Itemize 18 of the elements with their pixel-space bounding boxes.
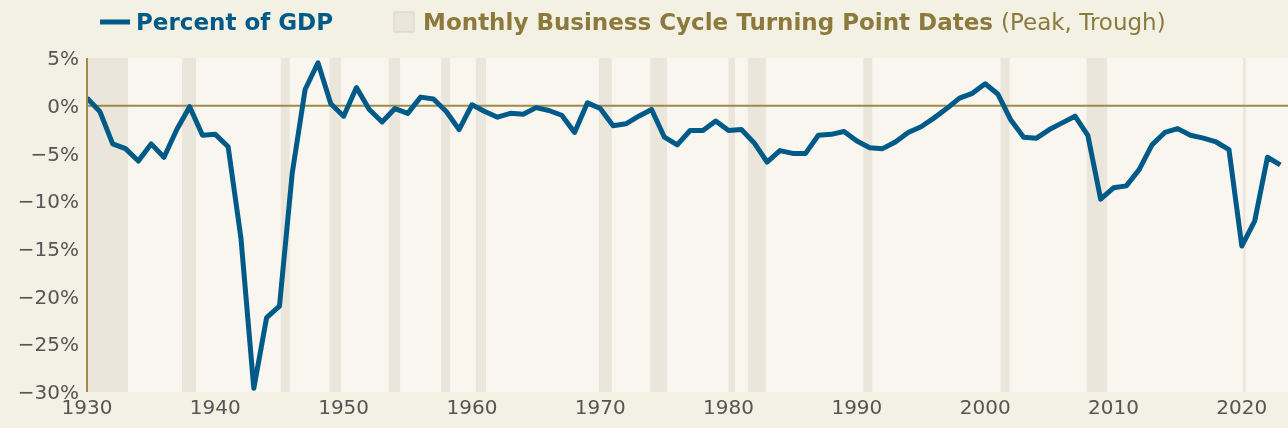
y-tick-label: −5% bbox=[30, 141, 79, 166]
x-tick-label: 1990 bbox=[831, 395, 883, 420]
x-tick-label: 1960 bbox=[446, 395, 498, 420]
x-tick-label: 2000 bbox=[959, 395, 1011, 420]
y-tick-label: −25% bbox=[17, 332, 79, 357]
y-tick-label: −20% bbox=[17, 284, 79, 309]
y-tick-label: 5% bbox=[47, 46, 79, 71]
legend-label: Monthly Business Cycle Turning Point Dates (Peak, Trough) bbox=[423, 9, 1166, 35]
y-tick-label: 0% bbox=[47, 93, 79, 118]
legend-label: Percent of GDP bbox=[136, 9, 334, 35]
y-tick-label: −10% bbox=[17, 189, 79, 214]
x-tick-label: 1970 bbox=[574, 395, 626, 420]
y-tick-label: −15% bbox=[17, 236, 79, 261]
x-tick-label: 1940 bbox=[189, 395, 241, 420]
x-tick-label: 1980 bbox=[703, 395, 755, 420]
x-tick-label: 1950 bbox=[318, 395, 370, 420]
x-tick-label: 2010 bbox=[1088, 395, 1139, 420]
x-tick-label: 2020 bbox=[1216, 395, 1268, 420]
